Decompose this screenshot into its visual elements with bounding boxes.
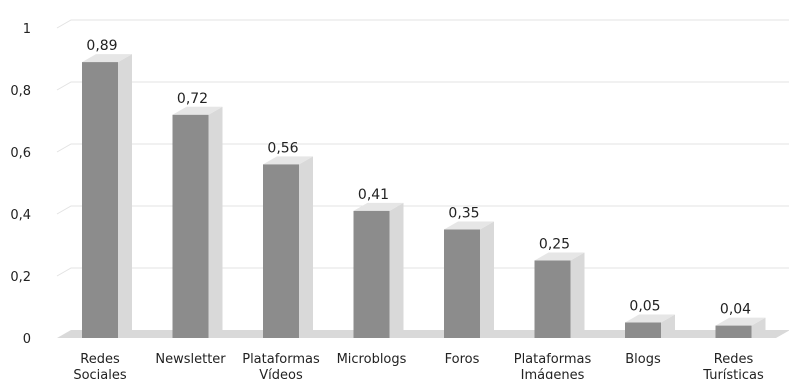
gridline: [56, 81, 789, 91]
data-label: 0,05: [629, 299, 660, 315]
y-tick-label: 0,2: [10, 270, 31, 285]
data-label: 0,25: [539, 237, 570, 253]
x-category-label-line: Newsletter: [155, 352, 226, 367]
y-tick-label: 0,4: [10, 208, 31, 223]
data-labels: 0,89 0,72 0,56 0,41 0,35 0,25 0,05 0,04: [86, 38, 751, 318]
gridlines: [56, 19, 789, 277]
bar-top: [172, 106, 223, 115]
x-category-label: Blogs: [625, 352, 661, 367]
y-tick-label: 0,8: [10, 84, 31, 99]
bar: [715, 317, 766, 338]
bars: [82, 54, 766, 338]
bar: [353, 202, 404, 338]
x-category-label: Redes Sociales: [73, 352, 127, 379]
x-category-label-line: Imágenes: [521, 368, 585, 379]
data-label: 0,04: [720, 302, 751, 318]
bar-front: [263, 164, 299, 338]
bar-side: [389, 202, 404, 338]
x-category-label: Plataformas Imágenes: [514, 352, 592, 379]
x-category-label-line: Plataformas: [514, 352, 592, 367]
bar-front: [353, 210, 390, 338]
y-tick-label: 1: [23, 22, 31, 37]
bar-top: [625, 314, 675, 323]
gridline: [56, 19, 789, 29]
bar-side: [208, 106, 223, 338]
bar: [534, 252, 585, 338]
x-category-label-line: Blogs: [625, 352, 661, 367]
bar: [625, 314, 675, 338]
bar-front: [444, 229, 480, 338]
x-category-label: Redes Turísticas: [702, 352, 764, 379]
bar: [172, 106, 223, 338]
bar-side: [299, 156, 313, 338]
bar-front: [625, 322, 661, 338]
x-category-label-line: Redes: [80, 352, 120, 367]
gridline: [56, 267, 789, 277]
bar-top: [353, 202, 404, 211]
bar-side: [480, 221, 494, 338]
bar-top: [444, 221, 494, 230]
x-category-label-line: Redes: [714, 352, 754, 367]
bar-front: [715, 325, 752, 338]
y-tick-label: 0: [23, 332, 31, 347]
data-label: 0,56: [267, 140, 298, 156]
x-category-label: Plataformas Vídeos: [242, 352, 320, 379]
bar-top: [82, 54, 132, 63]
y-tick-label: 0,6: [10, 146, 31, 161]
data-label: 0,89: [86, 38, 117, 54]
data-label: 0,35: [448, 206, 479, 222]
bar-side: [118, 54, 132, 338]
bar-side: [661, 314, 675, 338]
x-category-label: Microblogs: [337, 352, 407, 367]
gridline: [56, 205, 789, 215]
x-category-label-line: Turísticas: [702, 368, 764, 379]
bar: [263, 156, 313, 338]
bar: [444, 221, 494, 338]
chart-floor: [57, 330, 789, 338]
y-axis: 0 0,2 0,4 0,6 0,8 1: [10, 22, 31, 347]
data-label: 0,41: [358, 187, 389, 203]
floor-plane: [57, 330, 789, 338]
bar-top: [534, 252, 585, 261]
bar-top: [715, 317, 766, 326]
bar-front: [172, 114, 209, 338]
x-category-label: Foros: [445, 352, 480, 367]
data-label: 0,72: [177, 91, 208, 107]
x-category-label-line: Plataformas: [242, 352, 320, 367]
x-category-label-line: Foros: [445, 352, 480, 367]
gridline: [56, 143, 789, 153]
x-category-label: Newsletter: [155, 352, 226, 367]
x-category-label-line: Microblogs: [337, 352, 407, 367]
x-category-label-line: Sociales: [73, 368, 127, 379]
bar-top: [263, 156, 313, 165]
bar: [82, 54, 132, 338]
bar-front: [534, 260, 571, 338]
x-category-label-line: Vídeos: [259, 368, 303, 379]
bar-side: [751, 317, 766, 338]
bar-front: [82, 62, 118, 338]
bar-side: [570, 252, 585, 338]
